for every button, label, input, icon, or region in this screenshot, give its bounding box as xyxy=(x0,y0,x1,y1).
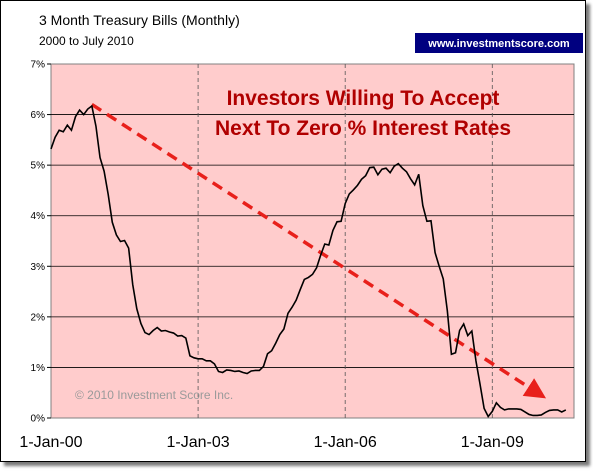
y-tick-label: 2% xyxy=(31,312,46,323)
y-tick-label: 1% xyxy=(31,363,46,374)
y-tick-label: 6% xyxy=(31,110,46,121)
trend-arrow xyxy=(90,102,547,399)
x-tick-label: 1-Jan-09 xyxy=(461,434,524,451)
copyright-text: © 2010 Investment Score Inc. xyxy=(75,388,233,402)
x-tick-label: 1-Jan-00 xyxy=(19,434,82,451)
x-axis-ticks: 1-Jan-00 1-Jan-03 1-Jan-06 1-Jan-09 xyxy=(19,434,524,451)
y-tick-label: 7% xyxy=(31,60,46,71)
y-axis-ticks: 0% 1% 2% 3% 4% 5% 6% 7% xyxy=(31,60,51,425)
y-tick-label: 0% xyxy=(31,414,46,425)
chart-svg: 3 Month Treasury Bills (Monthly) 2000 to… xyxy=(19,12,583,451)
chart-frame: 3 Month Treasury Bills (Monthly) 2000 to… xyxy=(0,0,586,462)
chart-subtitle: 2000 to July 2010 xyxy=(39,34,134,48)
url-badge-background xyxy=(415,33,583,53)
y-tick-label: 3% xyxy=(31,262,46,273)
url-badge: www.investmentscore.com xyxy=(415,33,583,53)
series-line xyxy=(50,104,567,418)
y-tick-label: 4% xyxy=(31,211,46,222)
y-tick-label: 5% xyxy=(31,161,46,172)
x-tick-label: 1-Jan-06 xyxy=(314,434,377,451)
chart-title: 3 Month Treasury Bills (Monthly) xyxy=(39,12,240,28)
url-badge-text: www.investmentscore.com xyxy=(427,38,570,50)
annotation-line-1: Investors Willing To Accept xyxy=(227,87,500,110)
x-tick-label: 1-Jan-03 xyxy=(167,434,230,451)
annotation-line-2: Next To Zero % Interest Rates xyxy=(215,117,511,140)
